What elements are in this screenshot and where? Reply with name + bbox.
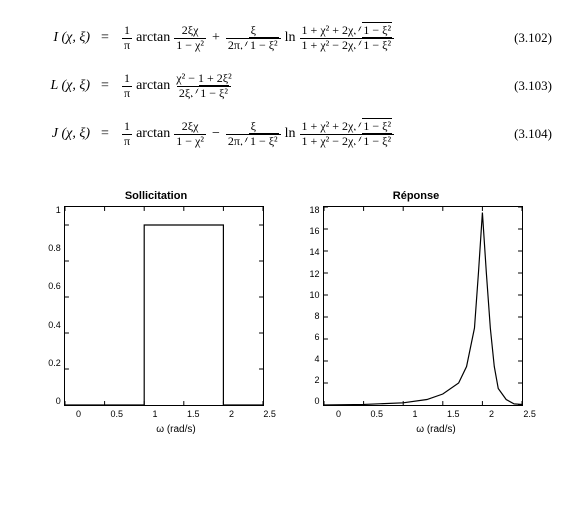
x-tick-label: 0.5 [370,409,383,419]
minus-op: − [212,126,220,142]
fraction: 1 π [122,120,132,149]
charts-row: Sollicitation 1 0.8 0.6 0.4 0.2 0 0 0.5 1 1.5 2 2.… [0,190,572,435]
fraction: 1 π [122,72,132,101]
fraction: ξ 2π1 − ξ² [226,24,281,53]
eq-lhs: I (χ, ξ) [35,30,90,46]
y-tick-label: 2 [314,376,319,385]
y-tick-label: 14 [309,248,319,257]
eq-rhs: 1 π arctan χ² − 1 + 2ξ² 2ξ1 − ξ² [120,72,236,101]
chart-reponse: Réponse 18 16 14 12 10 8 6 4 2 0 0 0.5 1 1.5 2 2.5 ω (… [296,190,536,435]
x-axis-label: ω (rad/s) [76,424,276,435]
x-tick-label: 1 [152,409,157,419]
y-tick-label: 1 [56,206,61,215]
arctan-fn: arctan [136,78,170,94]
sqrt-icon: 1 − ξ² [353,24,392,38]
equals-sign: = [90,126,120,142]
plot-svg [324,207,522,405]
chart-title: Réponse [393,190,439,202]
eq-number: (3.103) [502,78,552,94]
x-tick-label: 2.5 [263,409,276,419]
x-tick-label: 2 [229,409,234,419]
y-tick-label: 8 [314,312,319,321]
y-tick-label: 4 [314,355,319,364]
chart-title: Sollicitation [125,190,187,202]
equations-block: I (χ, ξ) = 1 π arctan 2ξχ 1 − χ² + ξ 2π1… [0,0,572,172]
equation-I: I (χ, ξ) = 1 π arctan 2ξχ 1 − χ² + ξ 2π1… [35,18,552,58]
x-axis-ticks: 0 0.5 1 1.5 2 2.5 [76,409,276,419]
equals-sign: = [90,78,120,94]
x-axis-ticks: 0 0.5 1 1.5 2 2.5 [336,409,536,419]
sqrt-icon: 1 − ξ² [353,135,392,149]
x-tick-label: 1.5 [187,409,200,419]
equals-sign: = [90,30,120,46]
ln-fn: ln [285,30,296,46]
eq-rhs: 1 π arctan 2ξχ 1 − χ² − ξ 2π1 − ξ² ln 1 … [120,120,396,149]
fraction: 2ξχ 1 − χ² [174,120,206,149]
plot-svg [65,207,263,405]
eq-rhs: 1 π arctan 2ξχ 1 − χ² + ξ 2π1 − ξ² ln 1 … [120,24,396,53]
eq-number: (3.102) [502,30,552,46]
sqrt-icon: 1 − ξ² [353,39,392,53]
chart-sollicitation: Sollicitation 1 0.8 0.6 0.4 0.2 0 0 0.5 1 1.5 2 2.… [36,190,276,435]
y-axis-ticks: 1 0.8 0.6 0.4 0.2 0 [48,206,64,406]
fraction: 2ξχ 1 − χ² [174,24,206,53]
y-tick-label: 0.8 [48,244,61,253]
x-axis-label: ω (rad/s) [336,424,536,435]
y-tick-label: 0.6 [48,282,61,291]
y-tick-label: 0.2 [48,359,61,368]
x-tick-label: 2 [489,409,494,419]
plot-area [64,206,264,406]
y-tick-label: 0 [314,397,319,406]
arctan-fn: arctan [136,126,170,142]
x-tick-label: 1.5 [447,409,460,419]
fraction: χ² − 1 + 2ξ² 2ξ1 − ξ² [174,72,233,101]
eq-lhs: L (χ, ξ) [35,78,90,94]
y-tick-label: 18 [309,206,319,215]
plot-area [323,206,523,406]
eq-number: (3.104) [502,126,552,142]
y-tick-label: 16 [309,227,319,236]
sqrt-icon: 1 − ξ² [190,87,229,101]
fraction: 1 + χ² + 2χ1 − ξ² 1 + χ² − 2χ1 − ξ² [300,24,395,53]
y-axis-ticks: 18 16 14 12 10 8 6 4 2 0 [309,206,322,406]
y-tick-label: 0 [56,397,61,406]
x-tick-label: 0 [336,409,341,419]
x-tick-label: 0 [76,409,81,419]
sqrt-icon: 1 − ξ² [240,39,279,53]
equation-L: L (χ, ξ) = 1 π arctan χ² − 1 + 2ξ² 2ξ1 −… [35,66,552,106]
fraction: 1 π [122,24,132,53]
y-tick-label: 6 [314,333,319,342]
ln-fn: ln [285,126,296,142]
sqrt-icon: 1 − ξ² [353,120,392,134]
sqrt-icon: 1 − ξ² [240,135,279,149]
fraction: ξ 2π1 − ξ² [226,120,281,149]
y-tick-label: 10 [309,291,319,300]
plus-op: + [212,30,220,46]
y-tick-label: 12 [309,270,319,279]
x-tick-label: 0.5 [110,409,123,419]
y-tick-label: 0.4 [48,321,61,330]
x-tick-label: 2.5 [523,409,536,419]
equation-J: J (χ, ξ) = 1 π arctan 2ξχ 1 − χ² − ξ 2π1… [35,114,552,154]
arctan-fn: arctan [136,30,170,46]
x-tick-label: 1 [412,409,417,419]
eq-lhs: J (χ, ξ) [35,126,90,142]
fraction: 1 + χ² + 2χ1 − ξ² 1 + χ² − 2χ1 − ξ² [300,120,395,149]
